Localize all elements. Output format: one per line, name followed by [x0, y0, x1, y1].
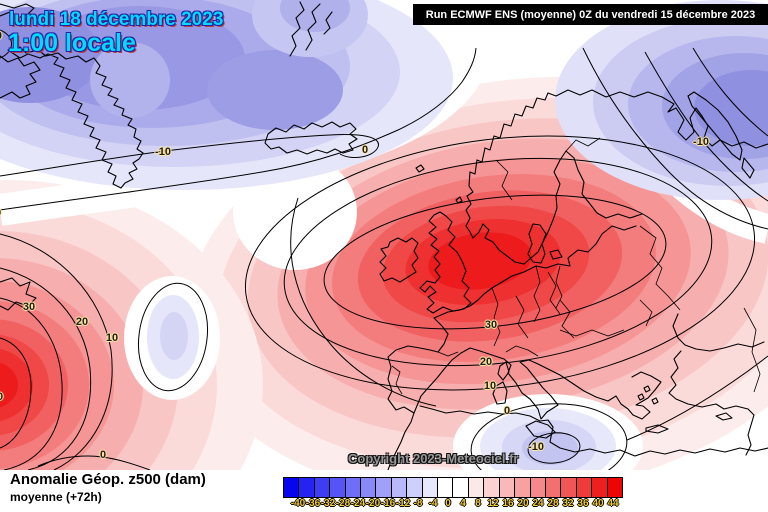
- country-borders: [391, 137, 761, 395]
- color-scale-tick-label: 44: [607, 498, 619, 509]
- color-scale-tick-label: -24: [350, 498, 366, 509]
- map-date-label: lundi 18 décembre 2023: [9, 9, 224, 30]
- color-scale-tick-label: 12: [487, 498, 499, 509]
- coast-canada-corner: [0, 3, 35, 19]
- color-scale-tick-label: -32: [320, 498, 336, 509]
- color-scale-cell: [560, 477, 577, 498]
- color-scale-tick-label: 20: [517, 498, 529, 509]
- color-scale-cell: [575, 477, 593, 498]
- color-scale-cell: [283, 477, 300, 498]
- color-scale-cells: [283, 477, 623, 498]
- coastlines: [0, 1, 768, 470]
- contour-lines: [0, 29, 768, 470]
- color-scale-tick-label: -40: [290, 498, 306, 509]
- color-scale-cell: [406, 477, 423, 498]
- color-scale-tick-label: -4: [428, 498, 438, 509]
- coast-iberia-med: [387, 345, 559, 420]
- coast-denmark: [527, 223, 563, 264]
- color-scale: -40 -36 -32 -28 -24 -20 -16 -12 -8 -4 0 4 8 12 16 20 24 2…: [283, 477, 623, 511]
- color-scale-cell: [483, 477, 500, 498]
- coast-iceland: [264, 121, 358, 155]
- coast-sicily: [525, 420, 556, 439]
- coast-canada: [0, 55, 41, 99]
- color-scale-cell: [375, 477, 392, 498]
- coast-baltic-south: [433, 225, 637, 353]
- color-scale-cell: [298, 477, 315, 498]
- color-scale-cell: [498, 477, 516, 498]
- color-scale-cell: [529, 477, 546, 498]
- run-info-text: Run ECMWF ENS (moyenne) 0Z du vendredi 1…: [425, 8, 756, 21]
- anomaly-field-svg: [0, 0, 768, 470]
- color-scale-cell: [544, 477, 562, 498]
- color-scale-tick-label: -12: [395, 498, 411, 509]
- color-scale-tick-label: 40: [592, 498, 604, 509]
- coast-russia-arctic: [661, 96, 768, 149]
- color-scale-tick-label: -8: [413, 498, 423, 509]
- coast-turkey-levant: [668, 350, 755, 456]
- color-scale-tick-label: 0: [445, 498, 451, 509]
- coast-adriatic-greece: [537, 363, 662, 420]
- color-scale-cell: [514, 477, 531, 498]
- color-scale-tick-label: -16: [380, 498, 396, 509]
- coast-north-africa: [387, 405, 768, 470]
- coast-great-britain: [419, 211, 472, 314]
- coast-novaya-zemlya: [687, 91, 755, 179]
- color-scale-tick-label: -20: [365, 498, 381, 509]
- color-scale-tick-label: 8: [475, 498, 481, 509]
- coast-aegean-islands: [637, 385, 659, 405]
- color-scale-cell: [591, 477, 608, 498]
- coast-sardinia: [492, 381, 508, 405]
- color-scale-cell: [313, 477, 331, 498]
- color-scale-tick-label: -28: [335, 498, 351, 509]
- color-scale-tick-label: -36: [305, 498, 321, 509]
- coast-ireland: [379, 237, 419, 283]
- run-info-bar: Run ECMWF ENS (moyenne) 0Z du vendredi 1…: [413, 4, 768, 25]
- coast-newfoundland: [0, 277, 37, 311]
- coast-greenland: [7, 46, 144, 189]
- color-scale-cell: [329, 477, 346, 498]
- red-anomaly-west-atlantic: [0, 180, 263, 470]
- color-scale-cell: [452, 477, 469, 498]
- color-scale-tick-label: 16: [502, 498, 514, 509]
- coast-corsica: [497, 361, 510, 381]
- color-scale-cell: [467, 477, 485, 498]
- color-scale-cell: [360, 477, 377, 498]
- copyright-watermark: Copyright 2023-Meteociel.fr: [348, 451, 519, 466]
- color-scale-tick-label: 28: [547, 498, 559, 509]
- coast-small-isles: [415, 164, 463, 204]
- map-time-label: 1:00 locale: [8, 29, 136, 57]
- coast-cyprus: [715, 412, 733, 421]
- blue-blob-mid-atlantic: [147, 295, 199, 379]
- coast-scandinavia: [465, 89, 663, 265]
- weather-map: -10-100-10030201002003020100-10 lundi 18…: [0, 0, 768, 470]
- color-scale-tick-label: 24: [532, 498, 544, 509]
- coast-svalbard: [289, 1, 333, 57]
- color-scale-cell: [421, 477, 439, 498]
- color-scale-tick-label: 4: [460, 498, 466, 509]
- color-scale-cell: [606, 477, 623, 498]
- legend-subtitle: moyenne (+72h): [10, 490, 102, 504]
- coast-black-sea: [672, 313, 765, 352]
- color-scale-tick-label: 36: [577, 498, 589, 509]
- color-scale-cell: [390, 477, 408, 498]
- color-scale-tick-label: 32: [562, 498, 574, 509]
- legend-title: Anomalie Géop. z500 (dam): [10, 471, 206, 488]
- coast-crete: [645, 424, 669, 434]
- color-scale-cell: [344, 477, 362, 498]
- color-scale-cell: [437, 477, 454, 498]
